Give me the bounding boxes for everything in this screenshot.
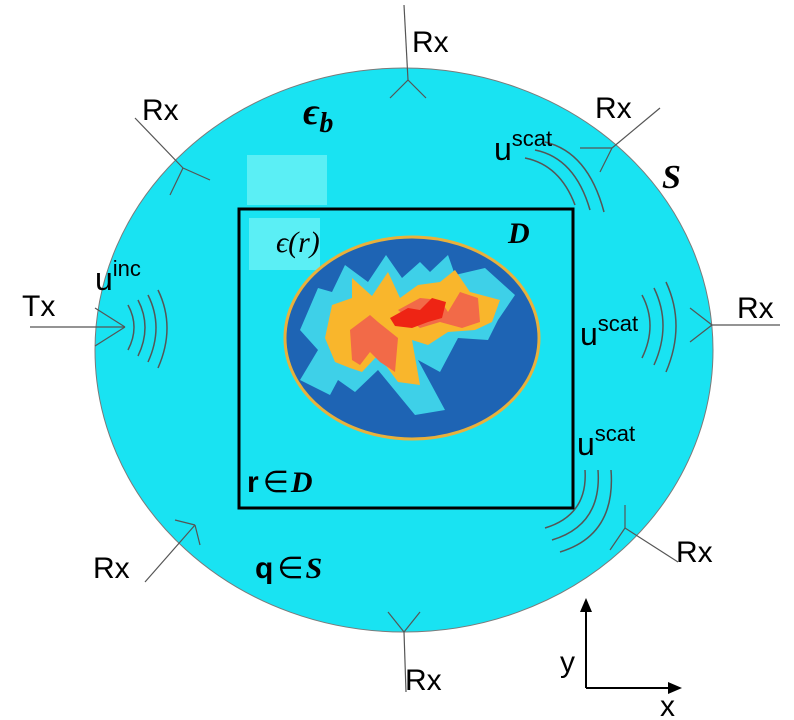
- object-layer-red: [390, 298, 446, 328]
- label-rx-top: Rx: [412, 26, 449, 59]
- domain-region-box: [237, 207, 575, 510]
- scattered-wavefronts-upper: [524, 141, 605, 213]
- label-permittivity-func: ϵ(r): [276, 226, 320, 259]
- label-rx-lower-right: Rx: [676, 536, 713, 569]
- receiver-lower-left: [144, 519, 201, 583]
- light-patch-box: [249, 218, 320, 270]
- object-layer-salmon-left: [350, 315, 398, 372]
- scattered-wavefronts-lower: [544, 469, 613, 553]
- label-background-permittivity: ϵb: [303, 91, 333, 139]
- coordinate-axes: [585, 604, 674, 689]
- light-patch-top: [247, 155, 327, 205]
- receiver-bottom: [387, 611, 421, 693]
- incident-wavefronts: [127, 289, 168, 369]
- label-rx-lower-left: Rx: [93, 552, 130, 585]
- label-q-in-s: q ∈S: [255, 552, 322, 585]
- label-rx-upper-right: Rx: [595, 92, 632, 125]
- receiver-upper-left: [134, 117, 211, 196]
- receiver-upper-right: [580, 107, 661, 173]
- x-axis-arrowhead: [668, 682, 682, 694]
- receiver-right: [689, 307, 780, 343]
- scattered-wavefronts-right: [641, 281, 677, 373]
- scattering-object: [283, 235, 541, 441]
- label-u-inc: uinc: [95, 256, 141, 297]
- label-u-scat-upper: uscat: [494, 126, 552, 167]
- y-axis-arrowhead: [580, 598, 592, 612]
- receiver-top: [389, 4, 427, 99]
- label-axis-y: y: [560, 646, 575, 679]
- label-axis-x: x: [660, 690, 675, 720]
- label-u-scat-right: uscat: [580, 311, 638, 352]
- label-domain-symbol: D: [507, 217, 530, 250]
- label-rx-right: Rx: [737, 292, 774, 325]
- label-tx-left: Tx: [22, 290, 55, 323]
- label-u-scat-lower: uscat: [577, 421, 635, 462]
- label-surface-symbol: S: [662, 159, 681, 196]
- receiver-lower-right: [609, 505, 679, 563]
- label-rx-upper-left: Rx: [142, 94, 179, 127]
- label-r-in-d: r ∈D: [247, 466, 313, 499]
- transmitter-tx: [30, 307, 126, 347]
- label-rx-bottom: Rx: [405, 664, 442, 697]
